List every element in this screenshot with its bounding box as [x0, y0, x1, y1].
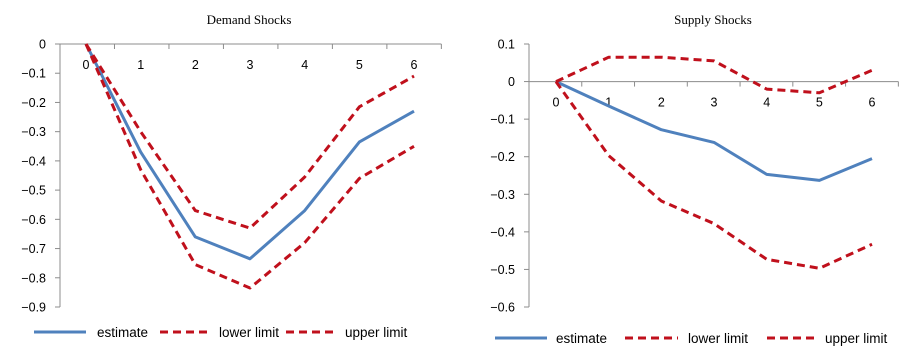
- x-tick-label: 1: [137, 58, 144, 72]
- x-tick-label: 0: [553, 96, 560, 110]
- legend-item: estimate: [495, 331, 607, 346]
- series-line-estimate: [555, 80, 873, 182]
- legend-label: estimate: [556, 331, 607, 346]
- legend-item: upper limit: [767, 331, 888, 346]
- y-tick-label: −0.8: [21, 271, 46, 285]
- legend-item: lower limit: [625, 331, 748, 346]
- y-tick-label: −0.1: [21, 67, 46, 81]
- y-tick-label: 0: [508, 75, 515, 89]
- series-line-lower-limit: [84, 43, 415, 290]
- y-tick-label: 0.1: [498, 38, 515, 52]
- x-tick-label: 4: [763, 96, 770, 110]
- legend-label: lower limit: [688, 331, 748, 346]
- chart-title: Supply Shocks: [674, 12, 752, 27]
- x-tick-label: 1: [605, 96, 612, 110]
- x-tick-label: 5: [356, 58, 363, 72]
- series-line-estimate: [84, 43, 415, 261]
- legend-item: lower limit: [160, 325, 279, 340]
- y-tick-label: −0.6: [490, 301, 515, 315]
- y-tick-label: −0.2: [490, 150, 515, 164]
- y-tick-label: −0.3: [21, 125, 46, 139]
- y-tick-label: −0.5: [21, 184, 46, 198]
- x-tick-label: 3: [711, 96, 718, 110]
- chart-2: Supply Shocks 0.1 0 −0.1 −0.2 −0.3 −0.4 −0.5 −0.…: [490, 12, 899, 346]
- y-tick-label: −0.9: [21, 301, 46, 315]
- x-tick-label: 2: [658, 96, 665, 110]
- x-tick-label: 5: [816, 96, 823, 110]
- legend-label: lower limit: [219, 325, 279, 340]
- legend-label: upper limit: [345, 325, 408, 340]
- chart-title: Demand Shocks: [207, 12, 292, 27]
- x-tick-label: 3: [247, 58, 254, 72]
- chart-1: Demand Shocks 0 −0.1 −0.2 −0.3 −0.4 −0.5 −0.6 −0…: [21, 12, 442, 340]
- y-tick-label: −0.4: [21, 154, 46, 168]
- x-tick-label: 4: [301, 58, 308, 72]
- legend-item: estimate: [34, 325, 148, 340]
- y-tick-label: −0.1: [490, 113, 515, 127]
- x-tick-label: 2: [192, 58, 199, 72]
- y-tick-label: −0.6: [21, 213, 46, 227]
- y-tick-label: −0.2: [21, 96, 46, 110]
- y-tick-label: −0.7: [21, 242, 46, 256]
- series-line-upper-limit: [84, 43, 415, 230]
- series-line-lower-limit: [554, 80, 873, 270]
- y-tick-label: −0.3: [490, 188, 515, 202]
- legend-item: upper limit: [286, 325, 408, 340]
- y-tick-label: −0.5: [490, 263, 515, 277]
- legend-label: estimate: [97, 325, 148, 340]
- x-tick-label: 0: [83, 58, 90, 72]
- legend-label: upper limit: [825, 331, 888, 346]
- x-tick-label: 6: [411, 58, 418, 72]
- y-tick-label: 0: [39, 38, 46, 52]
- x-tick-label: 6: [869, 96, 876, 110]
- y-tick-label: −0.4: [490, 225, 515, 239]
- series-line-upper-limit: [555, 55, 873, 95]
